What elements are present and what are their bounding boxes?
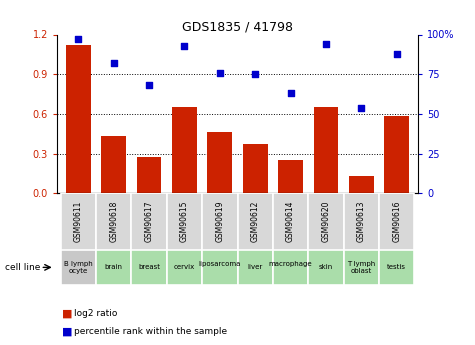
FancyBboxPatch shape <box>96 250 131 285</box>
Bar <box>243 144 267 193</box>
FancyBboxPatch shape <box>131 250 167 285</box>
Text: cell line: cell line <box>5 263 40 272</box>
Text: GSM90615: GSM90615 <box>180 201 189 243</box>
Bar <box>66 45 91 193</box>
Text: liver: liver <box>247 264 263 270</box>
FancyBboxPatch shape <box>273 193 308 250</box>
Text: B lymph
ocyte: B lymph ocyte <box>64 261 93 274</box>
FancyBboxPatch shape <box>60 193 96 250</box>
FancyBboxPatch shape <box>60 250 96 285</box>
Point <box>287 90 294 96</box>
Bar <box>384 117 409 193</box>
FancyBboxPatch shape <box>379 193 415 250</box>
FancyBboxPatch shape <box>344 250 379 285</box>
FancyBboxPatch shape <box>202 193 238 250</box>
FancyBboxPatch shape <box>379 250 415 285</box>
Point <box>322 41 330 47</box>
Text: T lymph
oblast: T lymph oblast <box>347 261 376 274</box>
FancyBboxPatch shape <box>131 193 167 250</box>
Bar <box>314 107 338 193</box>
Bar <box>172 107 197 193</box>
Text: GSM90618: GSM90618 <box>109 201 118 242</box>
Title: GDS1835 / 41798: GDS1835 / 41798 <box>182 20 293 33</box>
Text: macrophage: macrophage <box>269 261 313 274</box>
Text: ■: ■ <box>62 309 72 319</box>
Text: cervix: cervix <box>174 264 195 270</box>
Text: brain: brain <box>104 264 123 270</box>
Text: GSM90612: GSM90612 <box>251 201 260 242</box>
Text: skin: skin <box>319 264 333 270</box>
Point <box>75 37 82 42</box>
Point <box>145 82 153 88</box>
Text: ■: ■ <box>62 326 72 336</box>
Text: GSM90613: GSM90613 <box>357 201 366 243</box>
Text: GSM90619: GSM90619 <box>215 201 224 243</box>
FancyBboxPatch shape <box>202 250 238 285</box>
Text: testis: testis <box>387 264 406 270</box>
Text: GSM90614: GSM90614 <box>286 201 295 243</box>
Bar <box>208 132 232 193</box>
Text: GSM90617: GSM90617 <box>144 201 153 243</box>
FancyBboxPatch shape <box>167 193 202 250</box>
Point <box>358 105 365 110</box>
Bar <box>137 157 162 193</box>
Bar <box>278 160 303 193</box>
FancyBboxPatch shape <box>238 193 273 250</box>
FancyBboxPatch shape <box>238 250 273 285</box>
Point <box>251 71 259 77</box>
FancyBboxPatch shape <box>308 193 344 250</box>
Text: GSM90620: GSM90620 <box>322 201 331 243</box>
Text: GSM90616: GSM90616 <box>392 201 401 243</box>
Point <box>110 60 117 66</box>
Point <box>216 70 224 75</box>
FancyBboxPatch shape <box>308 250 344 285</box>
FancyBboxPatch shape <box>344 193 379 250</box>
FancyBboxPatch shape <box>96 193 131 250</box>
Text: log2 ratio: log2 ratio <box>74 309 117 318</box>
Point <box>393 51 400 56</box>
Point <box>180 43 188 48</box>
Text: breast: breast <box>138 264 160 270</box>
FancyBboxPatch shape <box>273 250 308 285</box>
Text: GSM90611: GSM90611 <box>74 201 83 242</box>
Bar <box>101 136 126 193</box>
Bar <box>349 176 374 193</box>
FancyBboxPatch shape <box>167 250 202 285</box>
Text: liposarcoma: liposarcoma <box>199 261 241 274</box>
Text: percentile rank within the sample: percentile rank within the sample <box>74 327 227 336</box>
